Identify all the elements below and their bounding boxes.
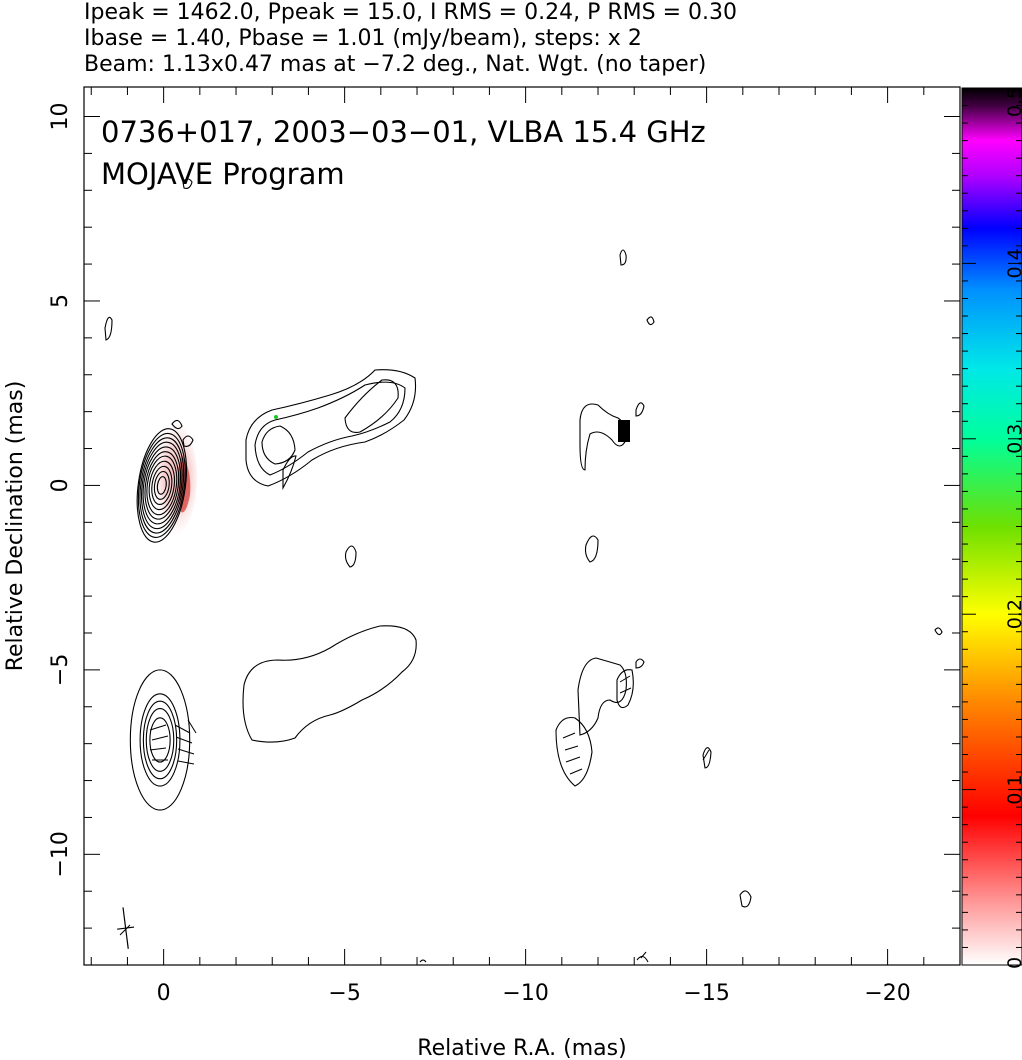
lower-core-contours: [129, 669, 191, 811]
y-tick-label: 0: [48, 478, 73, 492]
colorbar-tick-label: 0: [1004, 957, 1022, 969]
colorbar-tick-labels: 0 0.1 0.2 0.3 0.4 0.5: [1004, 87, 1022, 969]
lower-jet-contours: [242, 625, 752, 963]
contour-level: [153, 470, 170, 500]
contour-level: [144, 451, 180, 520]
colorbar-tick-label: 0.2: [1004, 599, 1022, 629]
green-dot: [274, 415, 278, 419]
upper-jet-contours: [104, 178, 943, 636]
x-tick-label: −10: [502, 981, 548, 1006]
contour-level: [146, 455, 178, 516]
plot-frame: [83, 86, 961, 966]
colorbar-ticks: [962, 87, 1022, 966]
colorbar: 0 0.1 0.2 0.3 0.4 0.5: [961, 87, 1022, 969]
polarization-vectors: [119, 675, 710, 959]
y-tick-labels: 10 5 0 −5 −10: [48, 103, 73, 878]
colorbar-tick-label: 0.4: [1004, 248, 1022, 278]
map-area: [104, 178, 943, 963]
x-tick-label: −20: [864, 981, 910, 1006]
y-tick-label: 5: [48, 294, 73, 308]
colorbar-gradient: [961, 87, 1022, 966]
contour-level: [139, 693, 181, 787]
colorbar-tick-label: 0.3: [1004, 424, 1022, 454]
x-axis-label: Relative R.A. (mas): [417, 1036, 626, 1060]
y-tick-label: −5: [48, 654, 73, 686]
header-line-1: Ipeak = 1462.0, Ppeak = 15.0, I RMS = 0.…: [84, 0, 737, 25]
x-tick-label: −15: [683, 981, 729, 1006]
contour-level: [142, 700, 178, 780]
x-tick-label: 0: [157, 981, 171, 1006]
y-tick-label: 10: [48, 103, 73, 131]
y-tick-label: −10: [48, 831, 73, 877]
contour-level: [151, 465, 173, 506]
chart-subtitle: MOJAVE Program: [101, 157, 345, 191]
beam-symbol: [117, 907, 135, 949]
header-line-3: Beam: 1.13x0.47 mas at −7.2 deg., Nat. W…: [84, 52, 707, 77]
chart-title: 0736+017, 2003−03−01, VLBA 15.4 GHz: [101, 115, 706, 149]
upper-core-contours: [136, 428, 187, 543]
contour-level: [149, 717, 171, 763]
colorbar-tick-label: 0.1: [1004, 774, 1022, 804]
y-axis-label: Relative Declination (mas): [3, 381, 28, 672]
contour-level: [148, 460, 176, 511]
header-line-2: Ibase = 1.40, Pbase = 1.01 (mJy/beam), s…: [84, 26, 642, 51]
x-tick-label: −5: [328, 981, 360, 1006]
beam-minor-axis: [117, 926, 135, 930]
contour-level: [145, 708, 175, 772]
contour-level: [140, 441, 183, 530]
contour-level: [142, 446, 182, 525]
contour-level: [136, 428, 187, 543]
polarization-peak-marker: [618, 420, 630, 442]
contour-level: [129, 669, 191, 811]
x-tick-labels: 0 −5 −10 −15 −20: [157, 981, 911, 1006]
colorbar-tick-label: 0.5: [1004, 87, 1022, 117]
axis-ticks: [84, 87, 961, 966]
contour-level: [156, 476, 167, 495]
contour-level: [139, 437, 185, 534]
contour-level: [137, 432, 186, 538]
